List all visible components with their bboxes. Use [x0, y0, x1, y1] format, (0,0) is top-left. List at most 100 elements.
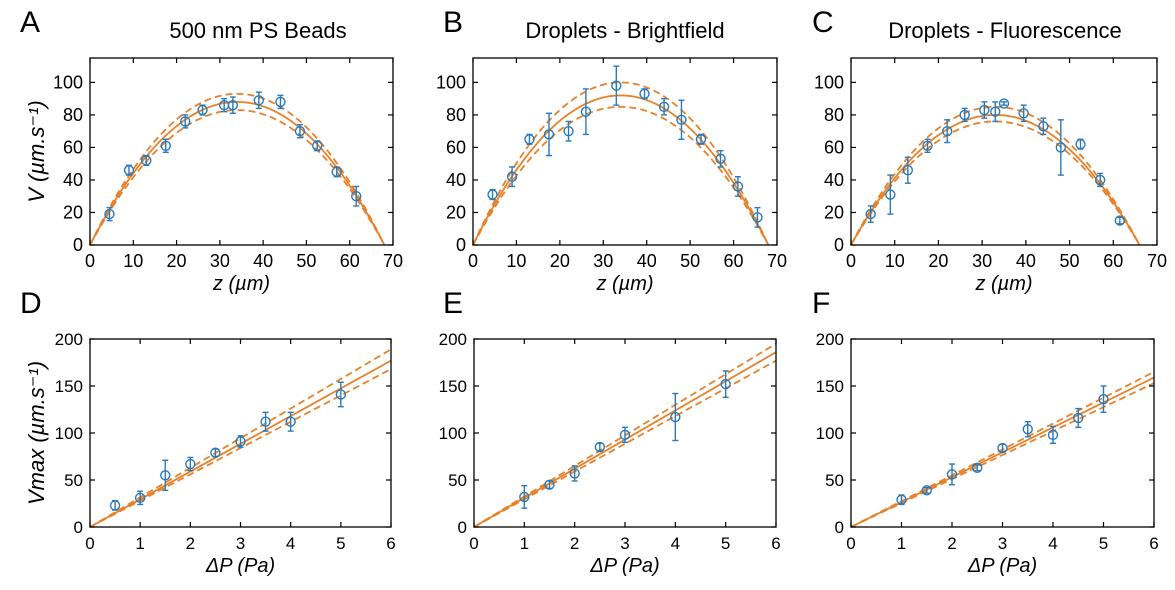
y-tick-label: 100 [53, 72, 83, 92]
marker [715, 153, 726, 165]
data-point [611, 65, 622, 106]
y-tick-label: 80 [446, 105, 466, 125]
data-point [210, 447, 221, 458]
y-axis-label: Vmax (µm.s⁻¹) [24, 361, 49, 505]
marker [1114, 215, 1126, 226]
marker [998, 98, 1010, 109]
fit-curves [89, 92, 386, 246]
y-tick-label: 200 [55, 330, 83, 349]
data-point [1075, 138, 1086, 150]
marker [506, 171, 518, 182]
y-tick-label: 60 [446, 137, 466, 157]
data-point [695, 133, 707, 145]
fit-bound-lower [473, 359, 777, 528]
data-point [941, 119, 953, 144]
marker [1018, 108, 1029, 119]
data-point [658, 97, 670, 116]
x-tick-label: 60 [1103, 251, 1123, 271]
data-point [1098, 385, 1109, 414]
panel-c: C Droplets - Fluorescence 0 10 20 30 40 50 60 70 0… [812, 6, 1167, 295]
data-point [670, 392, 681, 442]
marker [1098, 393, 1109, 405]
panel-e: E 0 1 2 3 4 5 6 0 50 100 150 200 ΔP (Pa) [439, 287, 781, 577]
data-point [580, 88, 592, 136]
panel-title: 500 nm PS Beads [169, 18, 346, 43]
data-series [896, 385, 1109, 506]
x-tick-label: 20 [550, 251, 570, 271]
x-tick-label: 70 [767, 251, 787, 271]
fit-curves [850, 105, 1141, 246]
marker [922, 140, 933, 152]
data-series [519, 370, 731, 509]
data-point [253, 91, 265, 110]
fit-bound-lower [89, 109, 386, 246]
panel-letter: F [812, 287, 830, 320]
panel-letter: C [812, 6, 834, 39]
data-point [543, 112, 555, 157]
x-tick-label: 10 [885, 251, 905, 271]
x-axis-label: ΔP (Pa) [205, 555, 275, 577]
data-point [990, 101, 1001, 123]
marker [752, 212, 763, 223]
x-axis-label: z (µm) [595, 273, 653, 295]
x-tick-label: 5 [721, 534, 730, 553]
x-tick-label: 3 [236, 534, 245, 553]
marker [720, 378, 731, 390]
marker [902, 164, 914, 176]
x-tick-label: 6 [1149, 534, 1158, 553]
x-axis-label: z (µm) [974, 273, 1032, 295]
x-tick-label: 0 [468, 251, 478, 271]
axes-frame [472, 57, 778, 246]
panel-d: D 0 1 2 3 4 5 6 0 50 100 150 200 ΔP (Pa) Vmax (µm.s⁻¹) [20, 287, 396, 577]
marker [519, 491, 530, 503]
data-point [227, 96, 239, 114]
y-tick-label: 40 [63, 170, 83, 190]
data-point [715, 149, 726, 168]
x-tick-label: 5 [336, 534, 345, 553]
marker [235, 436, 246, 447]
marker [1047, 429, 1059, 441]
marker [563, 125, 574, 137]
y-tick-label: 50 [64, 471, 83, 490]
y-tick-label: 60 [63, 137, 83, 157]
y-tick-label: 100 [816, 424, 844, 443]
marker [959, 109, 970, 121]
y-axis-label: V (µm.s⁻¹) [24, 100, 49, 203]
x-tick-label: 10 [123, 251, 143, 271]
data-point [160, 459, 171, 492]
marker [946, 469, 958, 480]
data-point [896, 494, 907, 506]
x-tick-label: 20 [167, 251, 187, 271]
marker [294, 125, 306, 137]
marker [885, 189, 896, 200]
data-point [1114, 215, 1126, 226]
data-point [1073, 407, 1084, 429]
y-tick-label: 50 [448, 471, 467, 490]
data-point [972, 462, 983, 473]
y-tick-label: 50 [825, 471, 844, 490]
x-tick-label: 5 [1099, 534, 1108, 553]
marker [543, 129, 555, 140]
fit-bound-lower [850, 382, 1155, 528]
data-point [218, 97, 230, 113]
marker [260, 416, 271, 427]
x-tick-label: 70 [1147, 251, 1167, 271]
data-point [185, 456, 196, 472]
data-point [197, 104, 208, 116]
panel-letter: E [443, 287, 463, 320]
x-tick-label: 40 [637, 251, 657, 271]
x-tick-label: 0 [85, 251, 95, 271]
data-point [720, 370, 731, 398]
x-tick-label: 50 [296, 251, 316, 271]
data-point [594, 441, 606, 453]
fit-bound-lower [89, 368, 392, 528]
x-tick-label: 30 [593, 251, 613, 271]
y-tick-label: 80 [63, 105, 83, 125]
data-point [260, 411, 271, 432]
marker [639, 88, 650, 99]
data-point [519, 484, 530, 509]
marker [253, 95, 265, 106]
marker [1038, 121, 1049, 132]
data-point [732, 176, 744, 197]
x-tick-label: 4 [1048, 534, 1057, 553]
